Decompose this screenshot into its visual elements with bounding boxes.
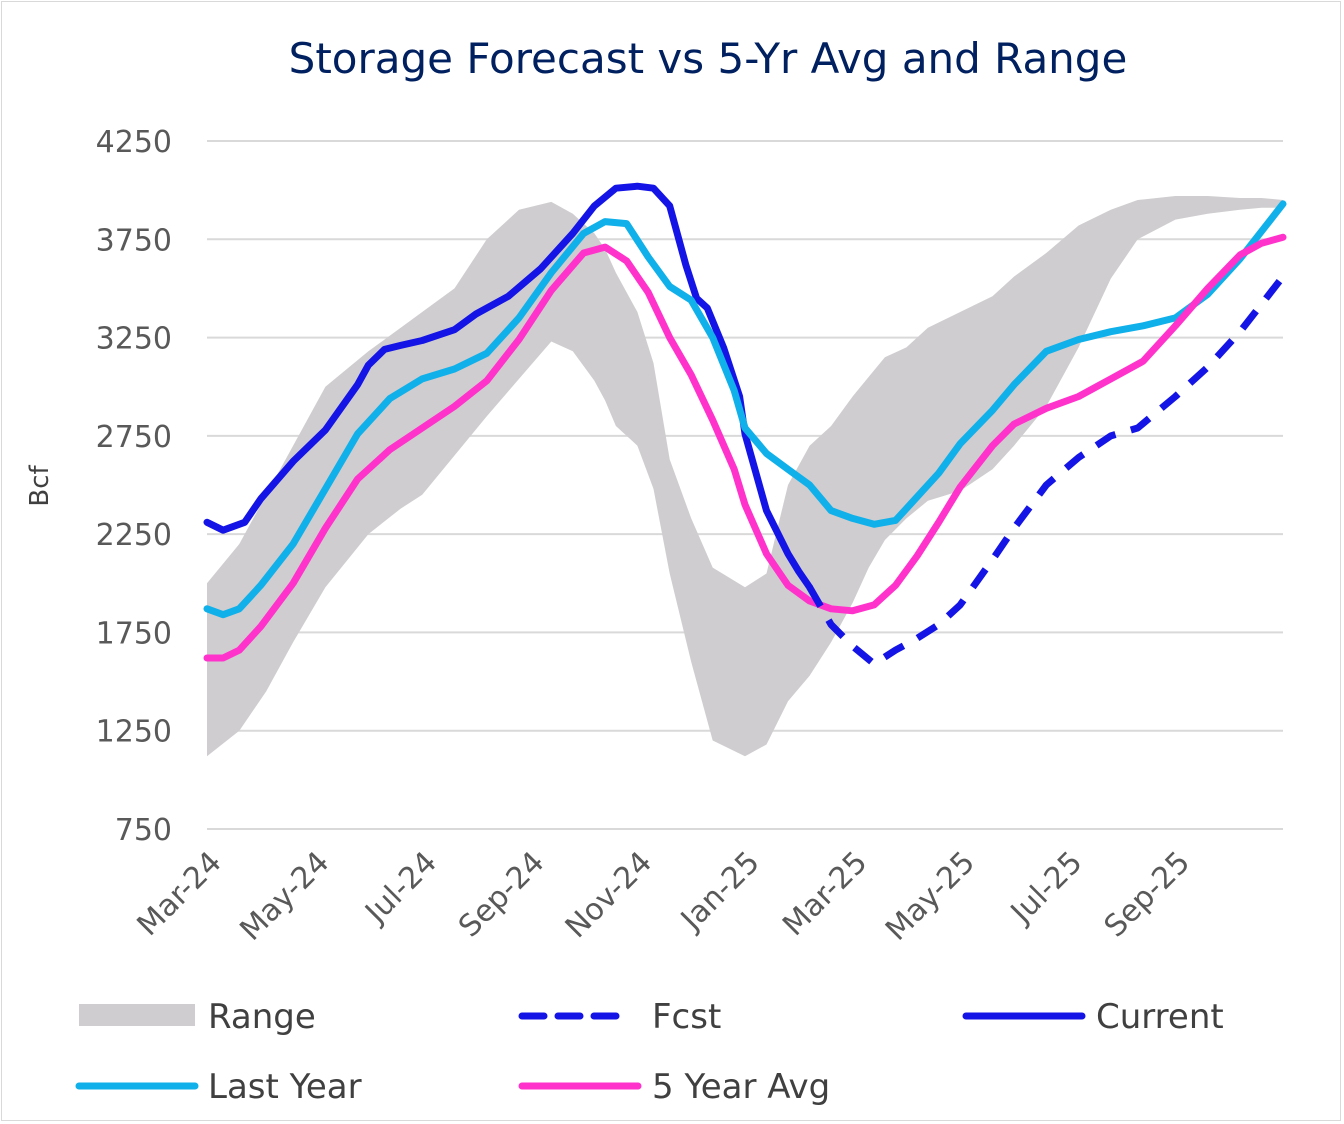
y-tick-label: 1750 bbox=[96, 616, 172, 651]
x-tick-label: Sep-25 bbox=[1098, 845, 1197, 944]
x-tick-label: Mar-24 bbox=[131, 845, 229, 943]
legend-label-5-year-avg: 5 Year Avg bbox=[652, 1067, 830, 1107]
chart-title: Storage Forecast vs 5-Yr Avg and Range bbox=[288, 34, 1128, 83]
x-tick-label: Mar-25 bbox=[776, 845, 874, 943]
five-year-avg-line bbox=[203, 233, 1287, 662]
x-tick-label: May-24 bbox=[233, 845, 336, 948]
x-tick-label: Sep-24 bbox=[452, 845, 551, 944]
legend-label-current: Current bbox=[1096, 997, 1224, 1037]
last-year-line bbox=[203, 200, 1287, 619]
legend-label-last-year: Last Year bbox=[208, 1067, 362, 1107]
y-tick-label: 750 bbox=[115, 813, 172, 848]
legend-swatch-range bbox=[79, 1004, 195, 1026]
legend: Range Fcst Current Last Year 5 Year Avg bbox=[75, 997, 1224, 1107]
y-tick-label: 1250 bbox=[96, 715, 172, 750]
x-tick-label: Jan-25 bbox=[673, 845, 767, 939]
legend-label-fcst: Fcst bbox=[652, 997, 721, 1037]
y-axis-title: Bcf bbox=[25, 465, 55, 507]
x-tick-label: Jul-24 bbox=[357, 845, 443, 931]
y-tick-label: 4250 bbox=[96, 125, 172, 160]
y-tick-label: 3250 bbox=[96, 322, 172, 357]
x-tick-label: May-25 bbox=[879, 845, 982, 948]
current-line bbox=[203, 182, 814, 591]
range-band bbox=[207, 196, 1283, 757]
legend-label-range: Range bbox=[208, 997, 316, 1037]
x-tick-label: Jul-25 bbox=[1003, 845, 1089, 931]
y-axis-ticks: 750 1250 1750 2250 2750 3250 3750 4250 bbox=[96, 125, 172, 848]
series-layer bbox=[203, 182, 1287, 757]
x-axis-ticks: Mar-24 May-24 Jul-24 Sep-24 Nov-24 Jan-25 Mar-… bbox=[131, 845, 1197, 948]
y-tick-label: 3750 bbox=[96, 223, 172, 258]
y-tick-label: 2250 bbox=[96, 518, 172, 553]
x-tick-label: Nov-24 bbox=[559, 845, 659, 945]
y-tick-label: 2750 bbox=[96, 420, 172, 455]
